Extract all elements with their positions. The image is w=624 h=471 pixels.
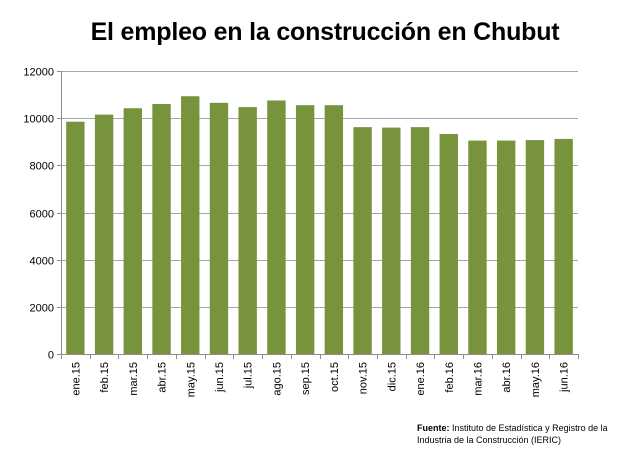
y-tick-label: 2000	[30, 303, 54, 315]
bar	[66, 121, 85, 354]
x-tick-label: jul.15	[243, 362, 255, 389]
x-tick-label: abr.15	[157, 362, 169, 393]
x-tick-label: ene.15	[70, 362, 82, 396]
bar	[497, 140, 516, 354]
bar	[94, 114, 114, 354]
bar	[353, 127, 372, 354]
x-tick-label: may.16	[530, 362, 542, 397]
bar	[525, 140, 545, 354]
x-tick-label: mar.15	[128, 362, 140, 396]
x-tick-label: jun.16	[559, 362, 571, 393]
x-tick-label: ene.16	[415, 362, 427, 396]
bar	[382, 127, 401, 354]
bar	[209, 102, 229, 354]
bar	[295, 105, 315, 354]
bar	[554, 138, 573, 354]
y-tick-label: 10000	[23, 114, 54, 126]
bar	[123, 108, 142, 354]
x-tick-label: sep.15	[300, 362, 312, 395]
bar	[468, 140, 487, 354]
bar	[238, 107, 257, 354]
source-note: Fuente: Instituto de Estadística y Regis…	[417, 422, 622, 446]
bar	[181, 96, 200, 354]
bar	[267, 100, 286, 354]
x-tick-label: feb.15	[99, 362, 111, 393]
y-tick-label: 6000	[30, 209, 54, 221]
bar	[410, 127, 430, 354]
y-tick-label: 0	[48, 350, 54, 362]
gridlines	[61, 71, 578, 308]
bar	[439, 133, 458, 354]
bar	[324, 105, 344, 354]
source-label: Fuente:	[417, 423, 450, 433]
x-tick-label: feb.16	[444, 362, 456, 393]
y-tick-label: 12000	[23, 67, 54, 79]
x-tick-label: may.15	[185, 362, 197, 397]
x-tick-label: abr.16	[501, 362, 513, 393]
x-tick-label: jun.15	[214, 362, 226, 393]
bars	[66, 96, 573, 355]
x-tick-labels: ene.15 feb.15 mar.15 abr.15 may.15 jun.15 jul.…	[70, 362, 570, 397]
x-tick-label: ago.15	[271, 362, 283, 396]
x-tick-label: nov.15	[358, 362, 370, 394]
x-tick-label: oct.15	[329, 362, 341, 392]
bar	[152, 104, 171, 355]
x-tick-label: dic.15	[386, 362, 398, 391]
chart-title: El empleo en la construcción en Chubut	[90, 18, 560, 46]
x-tick-label: mar.16	[472, 362, 484, 396]
y-tick-labels: 0 2000 4000 6000 8000 10000 12000	[23, 67, 54, 362]
source-text: Instituto de Estadística y Registro de l…	[417, 423, 608, 445]
y-tick-label: 8000	[30, 161, 54, 173]
axes	[57, 71, 579, 359]
y-tick-label: 4000	[30, 256, 54, 268]
